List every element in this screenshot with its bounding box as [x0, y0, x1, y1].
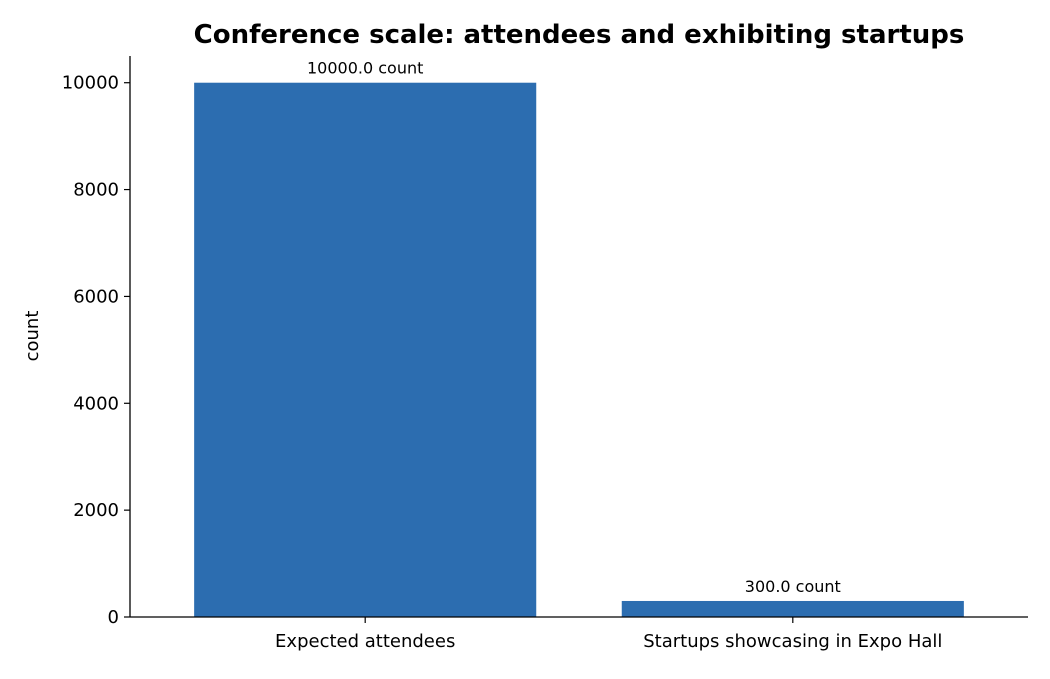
y-tick-label-2: 2000	[73, 500, 119, 521]
x-axis-ticks: Expected attendees Startups showcasing in…	[275, 617, 942, 652]
bar-2	[621, 600, 964, 617]
axes-layer	[129, 56, 1028, 618]
y-tick-label-5: 8000	[73, 180, 119, 201]
y-tick-label-6: 10000	[62, 73, 119, 94]
data-label-1: 10000.0 count	[307, 59, 423, 78]
bar-1	[194, 82, 537, 617]
y-tick-label-3: 4000	[73, 393, 119, 414]
chart-title: Conference scale: attendees and exhibiti…	[194, 20, 965, 50]
y-axis-ticks: 0 2000 4000 6000 8000 10000	[62, 73, 130, 628]
y-tick-label-4: 6000	[73, 286, 119, 307]
x-tick-label-2: Startups showcasing in Expo Hall	[643, 631, 942, 652]
y-axis-label: count	[22, 311, 43, 362]
y-tick-label-1: 0	[108, 607, 119, 628]
x-tick-label-1: Expected attendees	[275, 631, 455, 652]
data-labels-layer: 10000.0 count 300.0 count	[307, 59, 841, 596]
bars-layer	[194, 82, 964, 617]
data-label-2: 300.0 count	[745, 577, 841, 596]
